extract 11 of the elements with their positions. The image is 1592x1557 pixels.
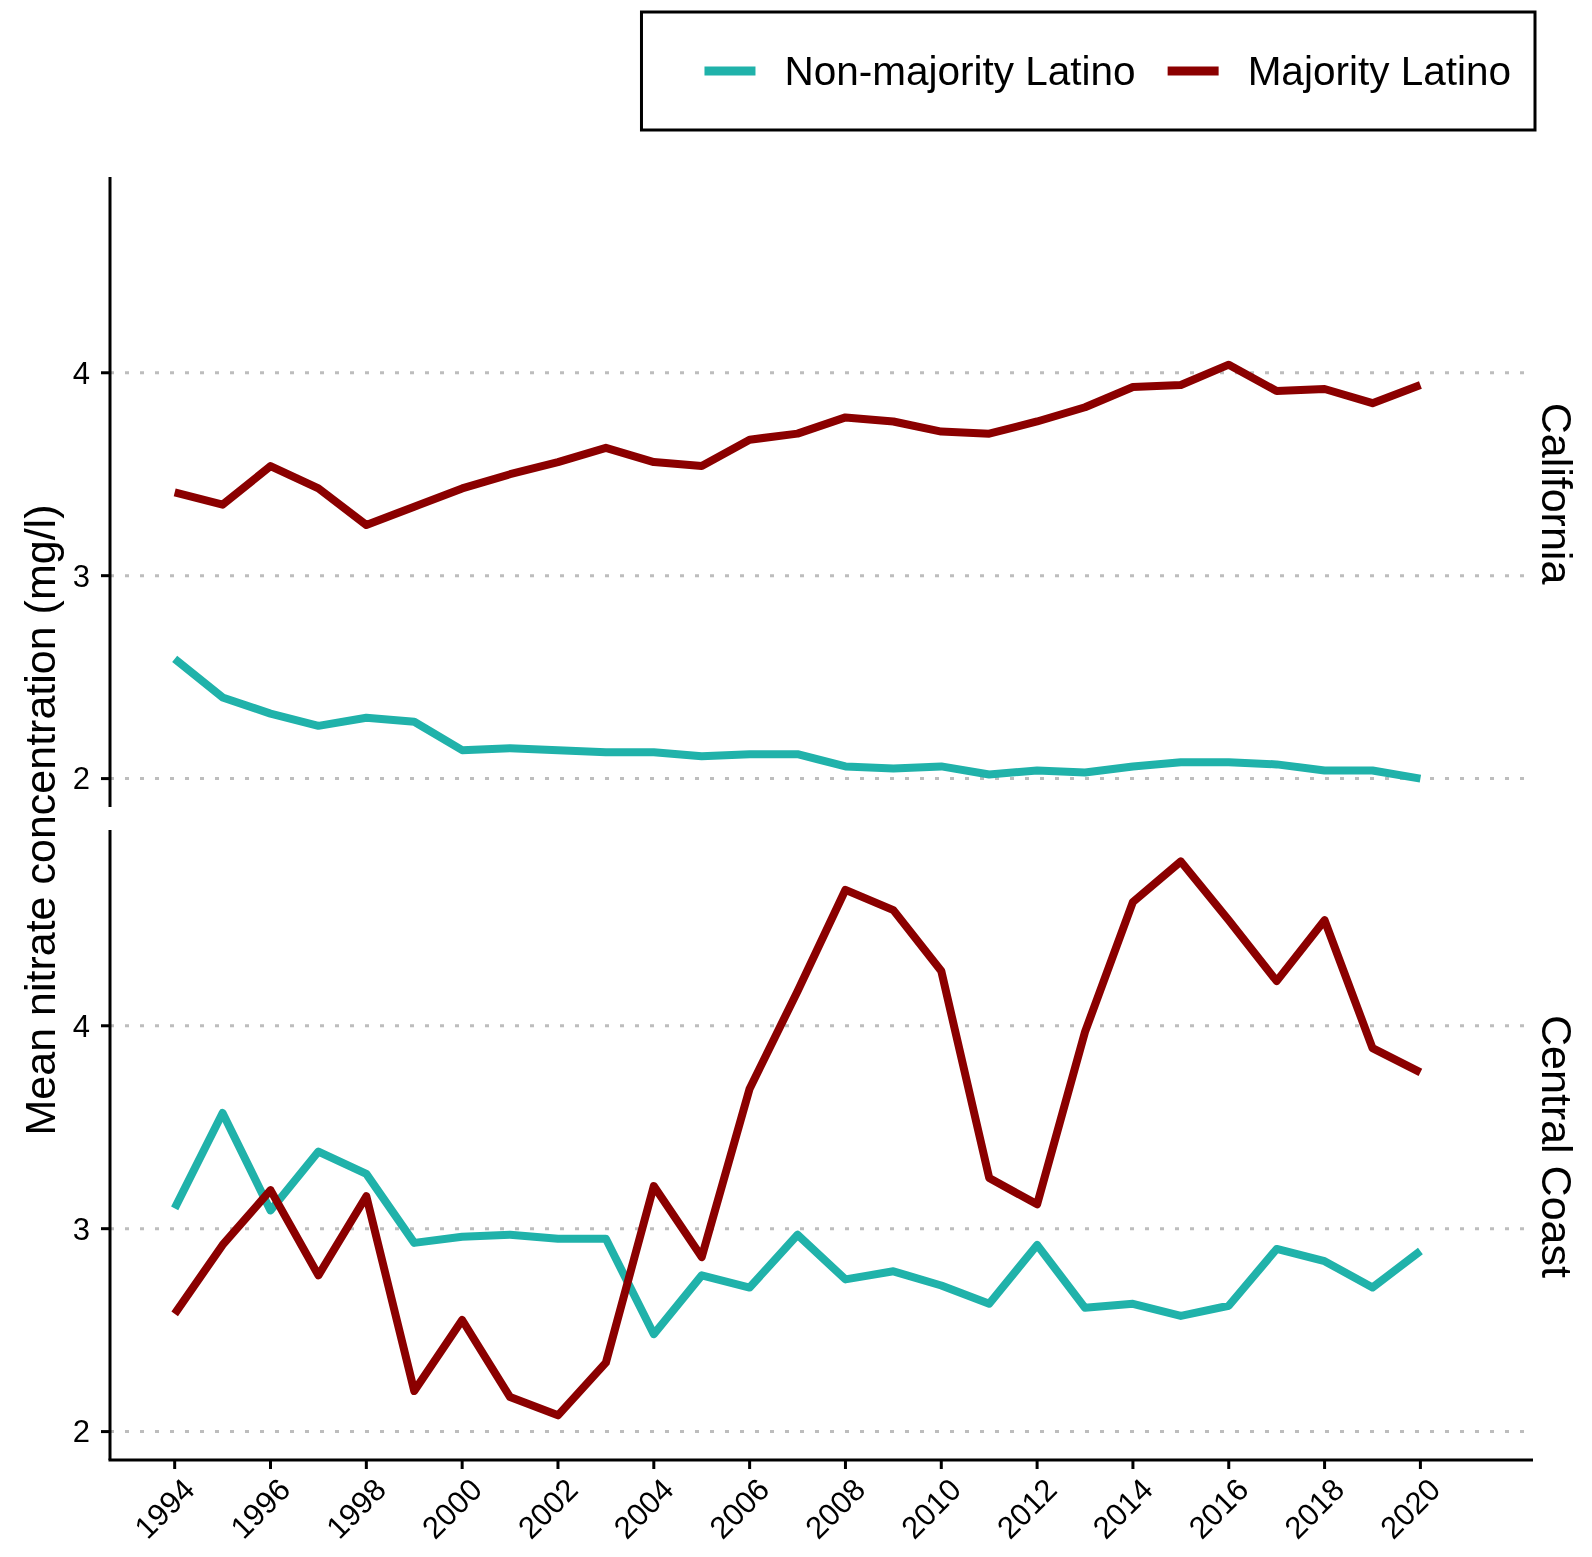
- y-tick-label: 4: [72, 355, 90, 391]
- y-axis-title: Mean nitrate concentration (mg/l): [16, 504, 65, 1136]
- y-tick-label: 2: [72, 761, 90, 797]
- legend-label: Non-majority Latino: [784, 48, 1136, 95]
- y-tick-label: 3: [72, 1211, 90, 1247]
- legend-label: Majority Latino: [1247, 48, 1512, 95]
- text: Central Coast: [1532, 1015, 1581, 1278]
- y-tick-label: 2: [72, 1414, 90, 1450]
- y-tick-label: 4: [72, 1008, 90, 1044]
- y-tick-label: 3: [72, 558, 90, 594]
- text: California: [1532, 402, 1581, 585]
